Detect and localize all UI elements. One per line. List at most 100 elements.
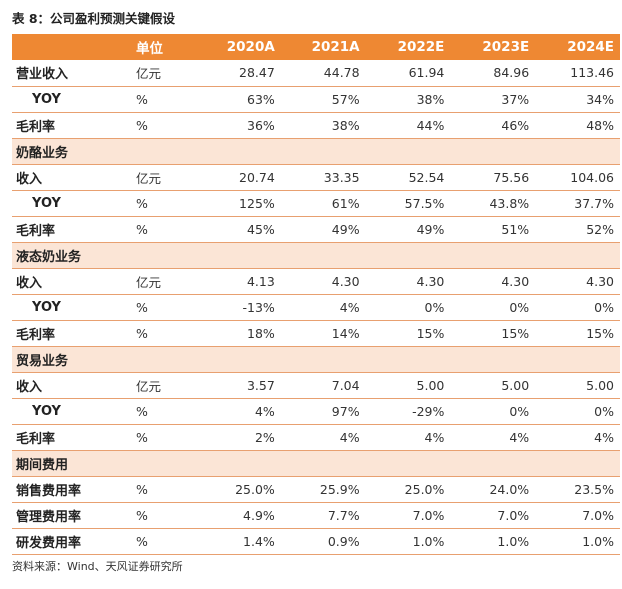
value-cell: 57% [280, 86, 366, 113]
table-body: 营业收入 亿元 28.47 44.78 61.94 84.96 113.46 YOY% 63% 5… [12, 60, 620, 555]
value-cell: 57.5% [365, 190, 451, 217]
row-label: 毛利率 [12, 216, 126, 243]
value-cell: 7.7% [280, 502, 366, 529]
value-cell: 104.06 [535, 164, 620, 191]
value-cell: -29% [365, 398, 451, 425]
value-cell: 52.54 [365, 164, 451, 191]
table-row: 毛利率% 2% 4% 4% 4% 4% [12, 424, 620, 451]
value-cell: 15% [365, 320, 451, 347]
value-cell: 43.8% [450, 190, 536, 217]
value-cell: 4.30 [365, 268, 451, 295]
row-label: 收入 [12, 372, 126, 399]
header-year-2023e: 2023E [482, 39, 530, 55]
value-cell: 0% [535, 398, 620, 425]
value-cell: 25.0% [365, 476, 451, 503]
value-cell: 75.56 [450, 164, 536, 191]
value-cell: 14% [280, 320, 366, 347]
row-unit: % [126, 320, 196, 347]
row-label: 收入 [12, 164, 126, 191]
table-row: 毛利率% 36% 38% 44% 46% 48% [12, 112, 620, 139]
row-label: YOY [12, 294, 126, 321]
table-row: 毛利率% 18% 14% 15% 15% 15% [12, 320, 620, 347]
row-unit: % [126, 294, 196, 321]
value-cell: 2% [196, 424, 281, 451]
value-cell: 1.0% [535, 528, 620, 555]
value-cell: 84.96 [450, 60, 536, 87]
value-cell: 38% [365, 86, 451, 113]
table-row: 毛利率% 45% 49% 49% 51% 52% [12, 216, 620, 243]
value-cell: 46% [450, 112, 536, 139]
value-cell: 37.7% [535, 190, 620, 217]
row-unit: 亿元 [126, 268, 196, 295]
value-cell: 4% [535, 424, 620, 451]
value-cell: 15% [450, 320, 536, 347]
row-label: 毛利率 [12, 424, 126, 451]
value-cell: 4.30 [450, 268, 536, 295]
value-cell: 1.4% [196, 528, 281, 555]
header-year-2022e: 2022E [397, 39, 445, 55]
value-cell: 44.78 [280, 60, 366, 87]
value-cell: 37% [450, 86, 536, 113]
table-row: 收入 亿元 4.13 4.30 4.30 4.30 4.30 [12, 268, 620, 295]
section-row: 贸易业务 [12, 346, 620, 373]
value-cell: 113.46 [535, 60, 620, 87]
value-cell: 5.00 [450, 372, 536, 399]
row-label: 收入 [12, 268, 126, 295]
section-label: 液态奶业务 [12, 242, 620, 269]
value-cell: 0% [450, 398, 536, 425]
table-title: 表 8：公司盈利预测关键假设 [12, 11, 176, 26]
value-cell: 5.00 [535, 372, 620, 399]
table-row: YOY% 63% 57% 38% 37% 34% [12, 86, 620, 113]
row-unit: % [126, 86, 196, 113]
header-year-2020a: 2020A [226, 39, 275, 55]
row-unit: % [126, 476, 196, 503]
row-unit: % [126, 424, 196, 451]
value-cell: 34% [535, 86, 620, 113]
value-cell: 0.9% [280, 528, 366, 555]
section-label: 奶酪业务 [12, 138, 620, 165]
value-cell: 49% [280, 216, 366, 243]
value-cell: 1.0% [365, 528, 451, 555]
value-cell: 3.57 [196, 372, 281, 399]
header-year-2024e: 2024E [567, 39, 614, 55]
row-unit: % [126, 112, 196, 139]
value-cell: 49% [365, 216, 451, 243]
row-label: YOY [12, 86, 126, 113]
value-cell: 0% [535, 294, 620, 321]
table-row: YOY% 4% 97% -29% 0% 0% [12, 398, 620, 425]
row-label: 销售费用率 [12, 476, 126, 503]
row-label: 毛利率 [12, 320, 126, 347]
row-label: 研发费用率 [12, 528, 126, 555]
row-unit: % [126, 502, 196, 529]
table-row: 营业收入 亿元 28.47 44.78 61.94 84.96 113.46 [12, 60, 620, 87]
value-cell: 15% [535, 320, 620, 347]
value-cell: 24.0% [450, 476, 536, 503]
value-cell: 4.30 [280, 268, 366, 295]
table-row: YOY% -13% 4% 0% 0% 0% [12, 294, 620, 321]
value-cell: 63% [196, 86, 281, 113]
value-cell: 4% [280, 294, 366, 321]
section-label: 贸易业务 [12, 346, 620, 373]
value-cell: -13% [196, 294, 281, 321]
value-cell: 20.74 [196, 164, 281, 191]
header-unit-cell: 单位 [136, 41, 163, 57]
table-row: 收入 亿元 20.74 33.35 52.54 75.56 104.06 [12, 164, 620, 191]
value-cell: 7.0% [535, 502, 620, 529]
table-header-row: 单位 2020A 2021A 2022E 2023E 2024E [12, 34, 620, 60]
value-cell: 18% [196, 320, 281, 347]
value-cell: 48% [535, 112, 620, 139]
value-cell: 45% [196, 216, 281, 243]
row-label: YOY [12, 190, 126, 217]
value-cell: 4% [280, 424, 366, 451]
row-label: 营业收入 [12, 60, 126, 87]
section-row: 奶酪业务 [12, 138, 620, 165]
header-label-cell [12, 34, 126, 60]
value-cell: 44% [365, 112, 451, 139]
value-cell: 38% [280, 112, 366, 139]
value-cell: 7.04 [280, 372, 366, 399]
header-year-2021a: 2021A [311, 39, 360, 55]
value-cell: 52% [535, 216, 620, 243]
value-cell: 4% [196, 398, 281, 425]
row-label: 管理费用率 [12, 502, 126, 529]
table-row: YOY% 125% 61% 57.5% 43.8% 37.7% [12, 190, 620, 217]
